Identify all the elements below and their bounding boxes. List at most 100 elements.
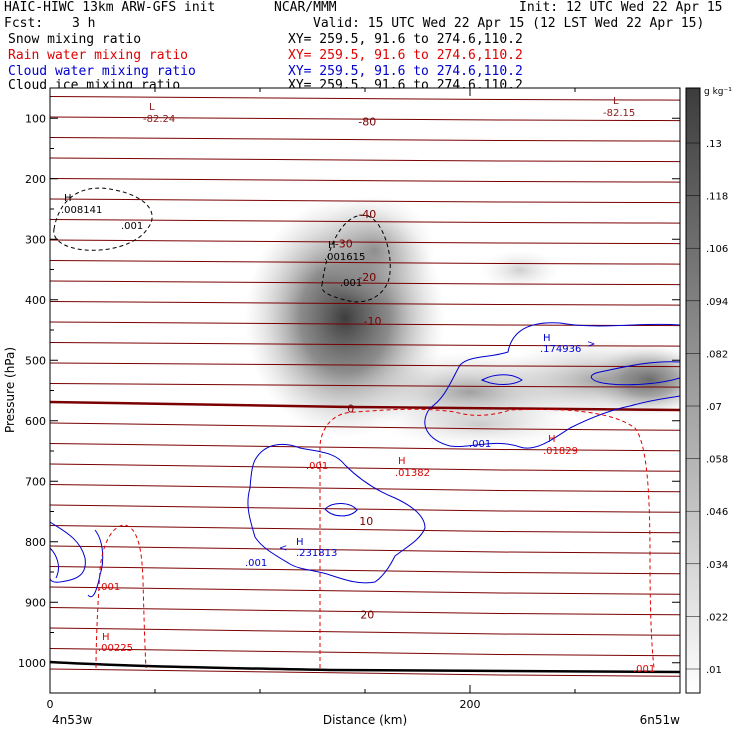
init-time: Init: 12 UTC Wed 22 Apr 15 <box>519 0 723 15</box>
y-tick-label: 800 <box>25 536 46 549</box>
colorbar-tick-label: .094 <box>706 297 728 308</box>
field-xy-rain: XY= 259.5, 91.6 to 274.6,110.2 <box>288 48 523 63</box>
isotherm-label: -10 <box>363 315 381 328</box>
isotherm-line <box>50 116 680 122</box>
high-value: .00225 <box>98 643 133 654</box>
field-name-snow: Snow mixing ratio <box>8 32 142 47</box>
high-arrow: > <box>587 339 595 350</box>
isotherm-label: -20 <box>358 271 376 284</box>
colorbar-tick-label: .106 <box>706 244 728 255</box>
x-tick-label: 200 <box>460 698 481 711</box>
high-value: .001615 <box>324 252 365 263</box>
high-marker: H <box>296 537 304 548</box>
valid-time: Valid: 15 UTC Wed 22 Apr 15 (12 LST Wed … <box>313 16 705 31</box>
isotherm-line <box>50 239 680 245</box>
isotherm-line <box>50 137 680 142</box>
cloud-water-contours <box>50 322 680 598</box>
forecast-hours: 3 h <box>72 16 96 31</box>
low-value: -82.24 <box>143 114 175 125</box>
high-value: .231813 <box>296 548 337 559</box>
isotherm-label: 20 <box>360 608 374 621</box>
x-tick-label: 0 <box>47 698 54 711</box>
field-xy-cloud-water: XY= 259.5, 91.6 to 274.6,110.2 <box>288 64 523 79</box>
colorbar-tick-label: .01 <box>706 665 722 676</box>
high-value: .01382 <box>395 468 430 479</box>
colorbar-tick-label: .118 <box>706 192 728 203</box>
y-tick-label: 700 <box>25 475 46 488</box>
isotherm-label: 10 <box>359 515 373 528</box>
isotherm-line <box>50 342 680 347</box>
high-value: .01829 <box>543 446 578 457</box>
isotherm-line <box>50 198 680 204</box>
high-value: .174936 <box>540 344 581 355</box>
isotherm-line <box>50 260 680 265</box>
high-marker: H <box>64 193 72 204</box>
isotherm-line <box>50 463 680 472</box>
isotherm-line <box>50 280 680 286</box>
isotherm-line <box>50 178 680 183</box>
colorbar: .01 .022 .034 .046 .058 .07 .082 .094 .106 .118 .1… <box>685 87 732 694</box>
isotherm-label: -80 <box>358 115 376 128</box>
isotherm-line <box>50 157 680 163</box>
contour-label: .001 <box>340 278 362 289</box>
y-tick-label: 100 <box>25 112 46 125</box>
isotherm-line <box>50 443 680 452</box>
isotherm-line <box>50 668 680 677</box>
ground-line <box>50 660 680 674</box>
isotherm-label: -40 <box>358 208 376 221</box>
colorbar-tick-label: .058 <box>706 455 728 466</box>
isotherm-line <box>50 586 680 595</box>
isotherm-line <box>50 504 680 513</box>
high-marker: H <box>548 434 556 445</box>
y-tick-label: 1000 <box>18 657 46 670</box>
freezing-level-line <box>50 400 680 412</box>
y-tick-label: 900 <box>25 596 46 609</box>
cloud-ice-shading <box>245 195 680 447</box>
x-axis-label: Distance (km) <box>323 713 407 727</box>
high-marker: H <box>102 632 110 643</box>
x-axis: 0 200 <box>47 88 681 711</box>
isotherm-line <box>50 627 680 636</box>
isotherm-line <box>50 484 680 493</box>
isotherm-labels: -80 -40 -30 -20 -10 0 10 20 <box>335 115 382 621</box>
rain-contours <box>95 408 655 669</box>
high-value: .008141 <box>61 205 102 216</box>
colorbar-tick-label: .022 <box>706 612 728 623</box>
isotherm-line <box>50 96 680 101</box>
extrema-labels: L -82.24 L -82.15 H .008141 H .001615 H … <box>61 96 655 675</box>
isotherm-label: -30 <box>335 237 353 250</box>
x-axis-left-location: 4n53w <box>52 713 93 727</box>
colorbar-tick-label: .082 <box>706 349 728 360</box>
y-tick-label: 400 <box>25 294 46 307</box>
contour-label: .001 <box>306 461 328 472</box>
y-tick-label: 200 <box>25 173 46 186</box>
high-marker: H <box>543 333 551 344</box>
colorbar-tick-label: .034 <box>706 560 728 571</box>
low-marker: L <box>613 96 619 107</box>
forecast-label: Fcst: <box>4 16 44 31</box>
high-marker: H <box>398 456 406 467</box>
isotherm-line <box>50 422 680 431</box>
isotherm-line <box>50 545 680 554</box>
isotherm-label: 0 <box>347 403 354 416</box>
y-tick-label: 300 <box>25 233 46 246</box>
isotherm-line <box>50 321 680 327</box>
contour-label: .001 <box>633 664 655 675</box>
field-name-rain: Rain water mixing ratio <box>8 48 189 63</box>
contour-label: .001 <box>245 558 267 569</box>
isotherm-line <box>50 301 680 306</box>
snow-contours <box>53 187 391 303</box>
colorbar-ticks: .01 .022 .034 .046 .058 .07 .082 .094 .106 .118 .1… <box>686 139 728 676</box>
y-axis-label: Pressure (hPa) <box>3 347 17 433</box>
colorbar-unit: g kg⁻¹ <box>704 87 732 97</box>
x-axis-right-location: 6n51w <box>640 713 681 727</box>
y-tick-label: 600 <box>25 415 46 428</box>
isotherm-line <box>50 566 680 575</box>
contour-label: .001 <box>98 582 120 593</box>
high-marker: H <box>328 240 336 251</box>
colorbar-ramp <box>685 87 701 694</box>
y-tick-label: 500 <box>25 354 46 367</box>
chart-title: HAIC-HIWC 13km ARW-GFS init <box>4 0 216 15</box>
